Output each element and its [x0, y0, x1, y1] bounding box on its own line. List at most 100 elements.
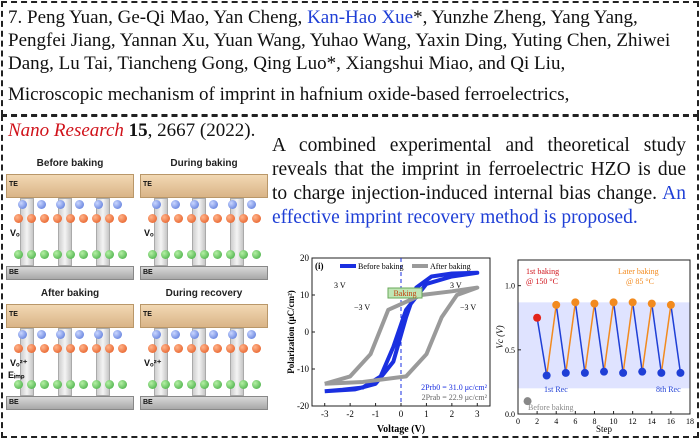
- electron-dot: [209, 200, 218, 209]
- bottom-electrode: BE: [140, 266, 268, 280]
- journal-name: Nano Research: [8, 120, 124, 141]
- vacancy-label: Vₒ²⁺: [10, 358, 28, 368]
- positive-charge-dot: [148, 250, 157, 259]
- negative-charge-dot: [148, 214, 157, 223]
- panel-title: During recovery: [165, 288, 243, 299]
- schematic-panel-3: After baking TE BE Vₒ²⁺ Eᵢₘₚ: [6, 288, 134, 410]
- inset-label: 3 V: [334, 281, 346, 290]
- x-tick-label: 14: [648, 417, 656, 426]
- electron-dot: [152, 200, 161, 209]
- abstract-text: A combined experimental and theoretical …: [272, 134, 686, 230]
- panel-title: During baking: [170, 158, 238, 169]
- electron-dot: [37, 330, 46, 339]
- step-segment: [584, 303, 596, 374]
- positive-charge-dot: [187, 380, 196, 389]
- annotation: 1st baking: [526, 267, 559, 276]
- negative-charge-dot: [27, 344, 36, 353]
- x-tick-label: 18: [686, 417, 694, 426]
- positive-charge-dot: [213, 250, 222, 259]
- electron-dot: [190, 330, 199, 339]
- step-segment: [603, 302, 615, 372]
- positive-charge-dot: [92, 380, 101, 389]
- y-tick-label: -10: [297, 364, 309, 374]
- negative-charge-dot: [161, 214, 170, 223]
- step-segment: [622, 302, 634, 374]
- electron-dot: [171, 200, 180, 209]
- electron-dot: [113, 200, 122, 209]
- top-electrode: TE: [140, 304, 268, 328]
- recovery-point: [676, 368, 685, 377]
- positive-charge-dot: [53, 250, 62, 259]
- positive-charge-dot: [200, 380, 209, 389]
- pages-year: , 2667 (2022).: [147, 120, 256, 141]
- x-tick-label: -3: [321, 409, 329, 419]
- step-segment: [545, 304, 557, 376]
- negative-charge-dot: [40, 344, 49, 353]
- electron-dot: [18, 330, 27, 339]
- baking-point: [647, 299, 656, 308]
- negative-charge-dot: [213, 344, 222, 353]
- x-tick-label: 0: [516, 417, 520, 426]
- electron-dot: [113, 330, 122, 339]
- electron-dot: [56, 330, 65, 339]
- negative-charge-dot: [200, 344, 209, 353]
- positive-charge-dot: [187, 250, 196, 259]
- inset-label: 3 V: [450, 281, 462, 290]
- panel-label: (i): [315, 261, 324, 271]
- step-segment: [612, 302, 624, 374]
- legend-label: Before baking: [358, 262, 404, 271]
- legend-label: After baking: [430, 262, 471, 271]
- negative-charge-dot: [239, 344, 248, 353]
- x-axis-label: Voltage (V): [377, 424, 425, 435]
- x-tick-label: 8: [592, 417, 596, 426]
- x-axis-label: Step: [596, 424, 613, 434]
- abstract-highlight: An effective imprint recovery method is …: [272, 183, 686, 228]
- annotation: Before baking: [528, 403, 574, 412]
- y-tick-label: 0.5: [505, 346, 515, 355]
- eimp-label: Eᵢₘₚ: [8, 370, 25, 380]
- positive-charge-dot: [118, 380, 127, 389]
- negative-charge-dot: [53, 214, 62, 223]
- top-electrode: TE: [6, 174, 134, 198]
- y-tick-label: 20: [300, 254, 310, 263]
- electron-dot: [171, 330, 180, 339]
- positive-charge-dot: [213, 380, 222, 389]
- be-label: BE: [9, 399, 19, 406]
- negative-charge-dot: [213, 214, 222, 223]
- recovery-point: [561, 368, 570, 377]
- volume: 15: [128, 120, 148, 141]
- y-tick-label: 10: [300, 290, 310, 300]
- x-tick-label: 2: [535, 417, 539, 426]
- x-tick-label: 0: [399, 409, 404, 419]
- y-tick-label: -20: [297, 401, 309, 411]
- recovery-point: [619, 368, 628, 377]
- panel-title: After baking: [40, 288, 100, 299]
- x-tick-label: 12: [629, 417, 637, 426]
- x-tick-label: 6: [573, 417, 577, 426]
- recovery-point: [600, 367, 608, 376]
- negative-charge-dot: [226, 344, 235, 353]
- positive-charge-dot: [239, 380, 248, 389]
- baking-point: [533, 313, 542, 322]
- top-electrode: TE: [6, 304, 134, 328]
- before-baking-point: [523, 397, 532, 406]
- te-label: TE: [9, 311, 18, 318]
- negative-charge-dot: [92, 214, 101, 223]
- positive-charge-dot: [27, 250, 36, 259]
- positive-charge-dot: [161, 380, 170, 389]
- electron-dot: [75, 330, 84, 339]
- negative-charge-dot: [105, 214, 114, 223]
- annotation: 1st Rec: [544, 385, 568, 394]
- negative-charge-dot: [252, 344, 261, 353]
- negative-charge-dot: [79, 344, 88, 353]
- positive-charge-dot: [53, 380, 62, 389]
- positive-charge-dot: [40, 380, 49, 389]
- author-list: 7. Peng Yuan, Ge-Qi Mao, Yan Cheng, Kan-…: [8, 6, 694, 75]
- negative-charge-dot: [105, 344, 114, 353]
- negative-charge-dot: [53, 344, 62, 353]
- x-tick-label: 2: [450, 409, 455, 419]
- schematic-panel-2: During baking TE BE Vₒ: [140, 158, 268, 280]
- electron-dot: [247, 200, 256, 209]
- x-tick-label: -2: [346, 409, 354, 419]
- step-segment: [660, 304, 672, 374]
